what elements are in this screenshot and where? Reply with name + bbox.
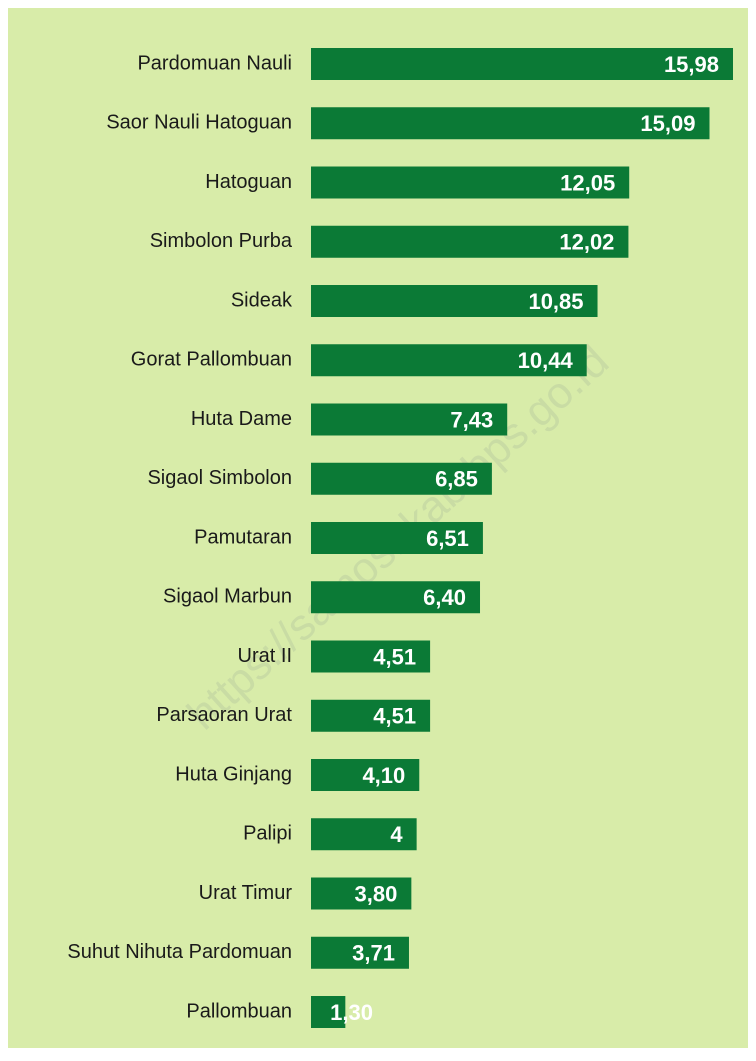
bar (311, 344, 587, 377)
category-label: Pardomuan Nauli (137, 52, 292, 74)
bar (311, 699, 431, 732)
bar (311, 166, 630, 199)
value-label: 15,09 (640, 111, 695, 136)
value-label: 6,85 (435, 467, 478, 492)
value-label: 3,80 (355, 881, 398, 906)
bar (311, 818, 417, 851)
value-label: 10,44 (518, 348, 574, 373)
bar (311, 107, 710, 140)
category-label: Sigaol Marbun (163, 586, 292, 608)
value-label: 4 (390, 822, 403, 847)
value-label: 12,05 (560, 170, 615, 195)
category-label: Suhut Nihuta Pardomuan (67, 941, 292, 963)
bar (311, 225, 629, 258)
bar (311, 462, 492, 495)
value-label: 12,02 (559, 230, 614, 255)
bar (311, 640, 431, 673)
category-label: Saor Nauli Hatoguan (106, 112, 292, 134)
category-label: Hatoguan (205, 171, 292, 193)
bar (311, 581, 481, 614)
bar (311, 759, 420, 791)
value-label: 6,51 (426, 526, 469, 551)
value-label: 3,71 (352, 941, 395, 966)
value-label: 10,85 (528, 289, 583, 314)
bar (311, 522, 483, 554)
category-label: Simbolon Purba (150, 230, 293, 252)
category-label: Urat Timur (199, 882, 293, 904)
value-label: 4,51 (373, 644, 416, 669)
bar (311, 285, 598, 317)
bar (311, 403, 508, 436)
category-label: Sideak (231, 289, 293, 311)
category-label: Pamutaran (194, 526, 292, 548)
bar (311, 48, 733, 80)
category-label: Gorat Pallombuan (131, 349, 292, 371)
category-label: Parsaoran Urat (156, 704, 292, 726)
value-label: 4,51 (373, 704, 416, 729)
bar (311, 936, 409, 969)
bar (311, 996, 346, 1028)
category-label: Palipi (243, 823, 292, 845)
category-label: Pallombuan (186, 1000, 292, 1022)
value-label: 6,40 (423, 585, 466, 610)
value-label: 1,30 (330, 1000, 373, 1025)
value-label: 15,98 (664, 52, 719, 77)
category-label: Urat II (238, 645, 292, 667)
value-label: 4,10 (362, 763, 405, 788)
category-label: Huta Dame (191, 408, 292, 430)
category-label: Huta Ginjang (175, 763, 292, 785)
value-label: 7,43 (450, 407, 493, 432)
category-label: Sigaol Simbolon (147, 467, 292, 489)
bar (311, 877, 412, 910)
